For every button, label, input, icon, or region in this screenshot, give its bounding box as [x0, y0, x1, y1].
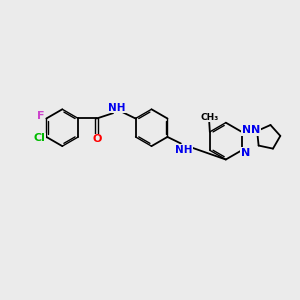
Text: N: N: [241, 148, 250, 158]
Text: N: N: [242, 125, 251, 135]
Text: NH: NH: [175, 145, 193, 155]
Text: O: O: [92, 134, 101, 144]
Text: Cl: Cl: [34, 134, 46, 143]
Text: F: F: [37, 110, 45, 121]
Text: CH₃: CH₃: [201, 112, 219, 122]
Text: N: N: [251, 125, 260, 135]
Text: NH: NH: [108, 103, 125, 113]
